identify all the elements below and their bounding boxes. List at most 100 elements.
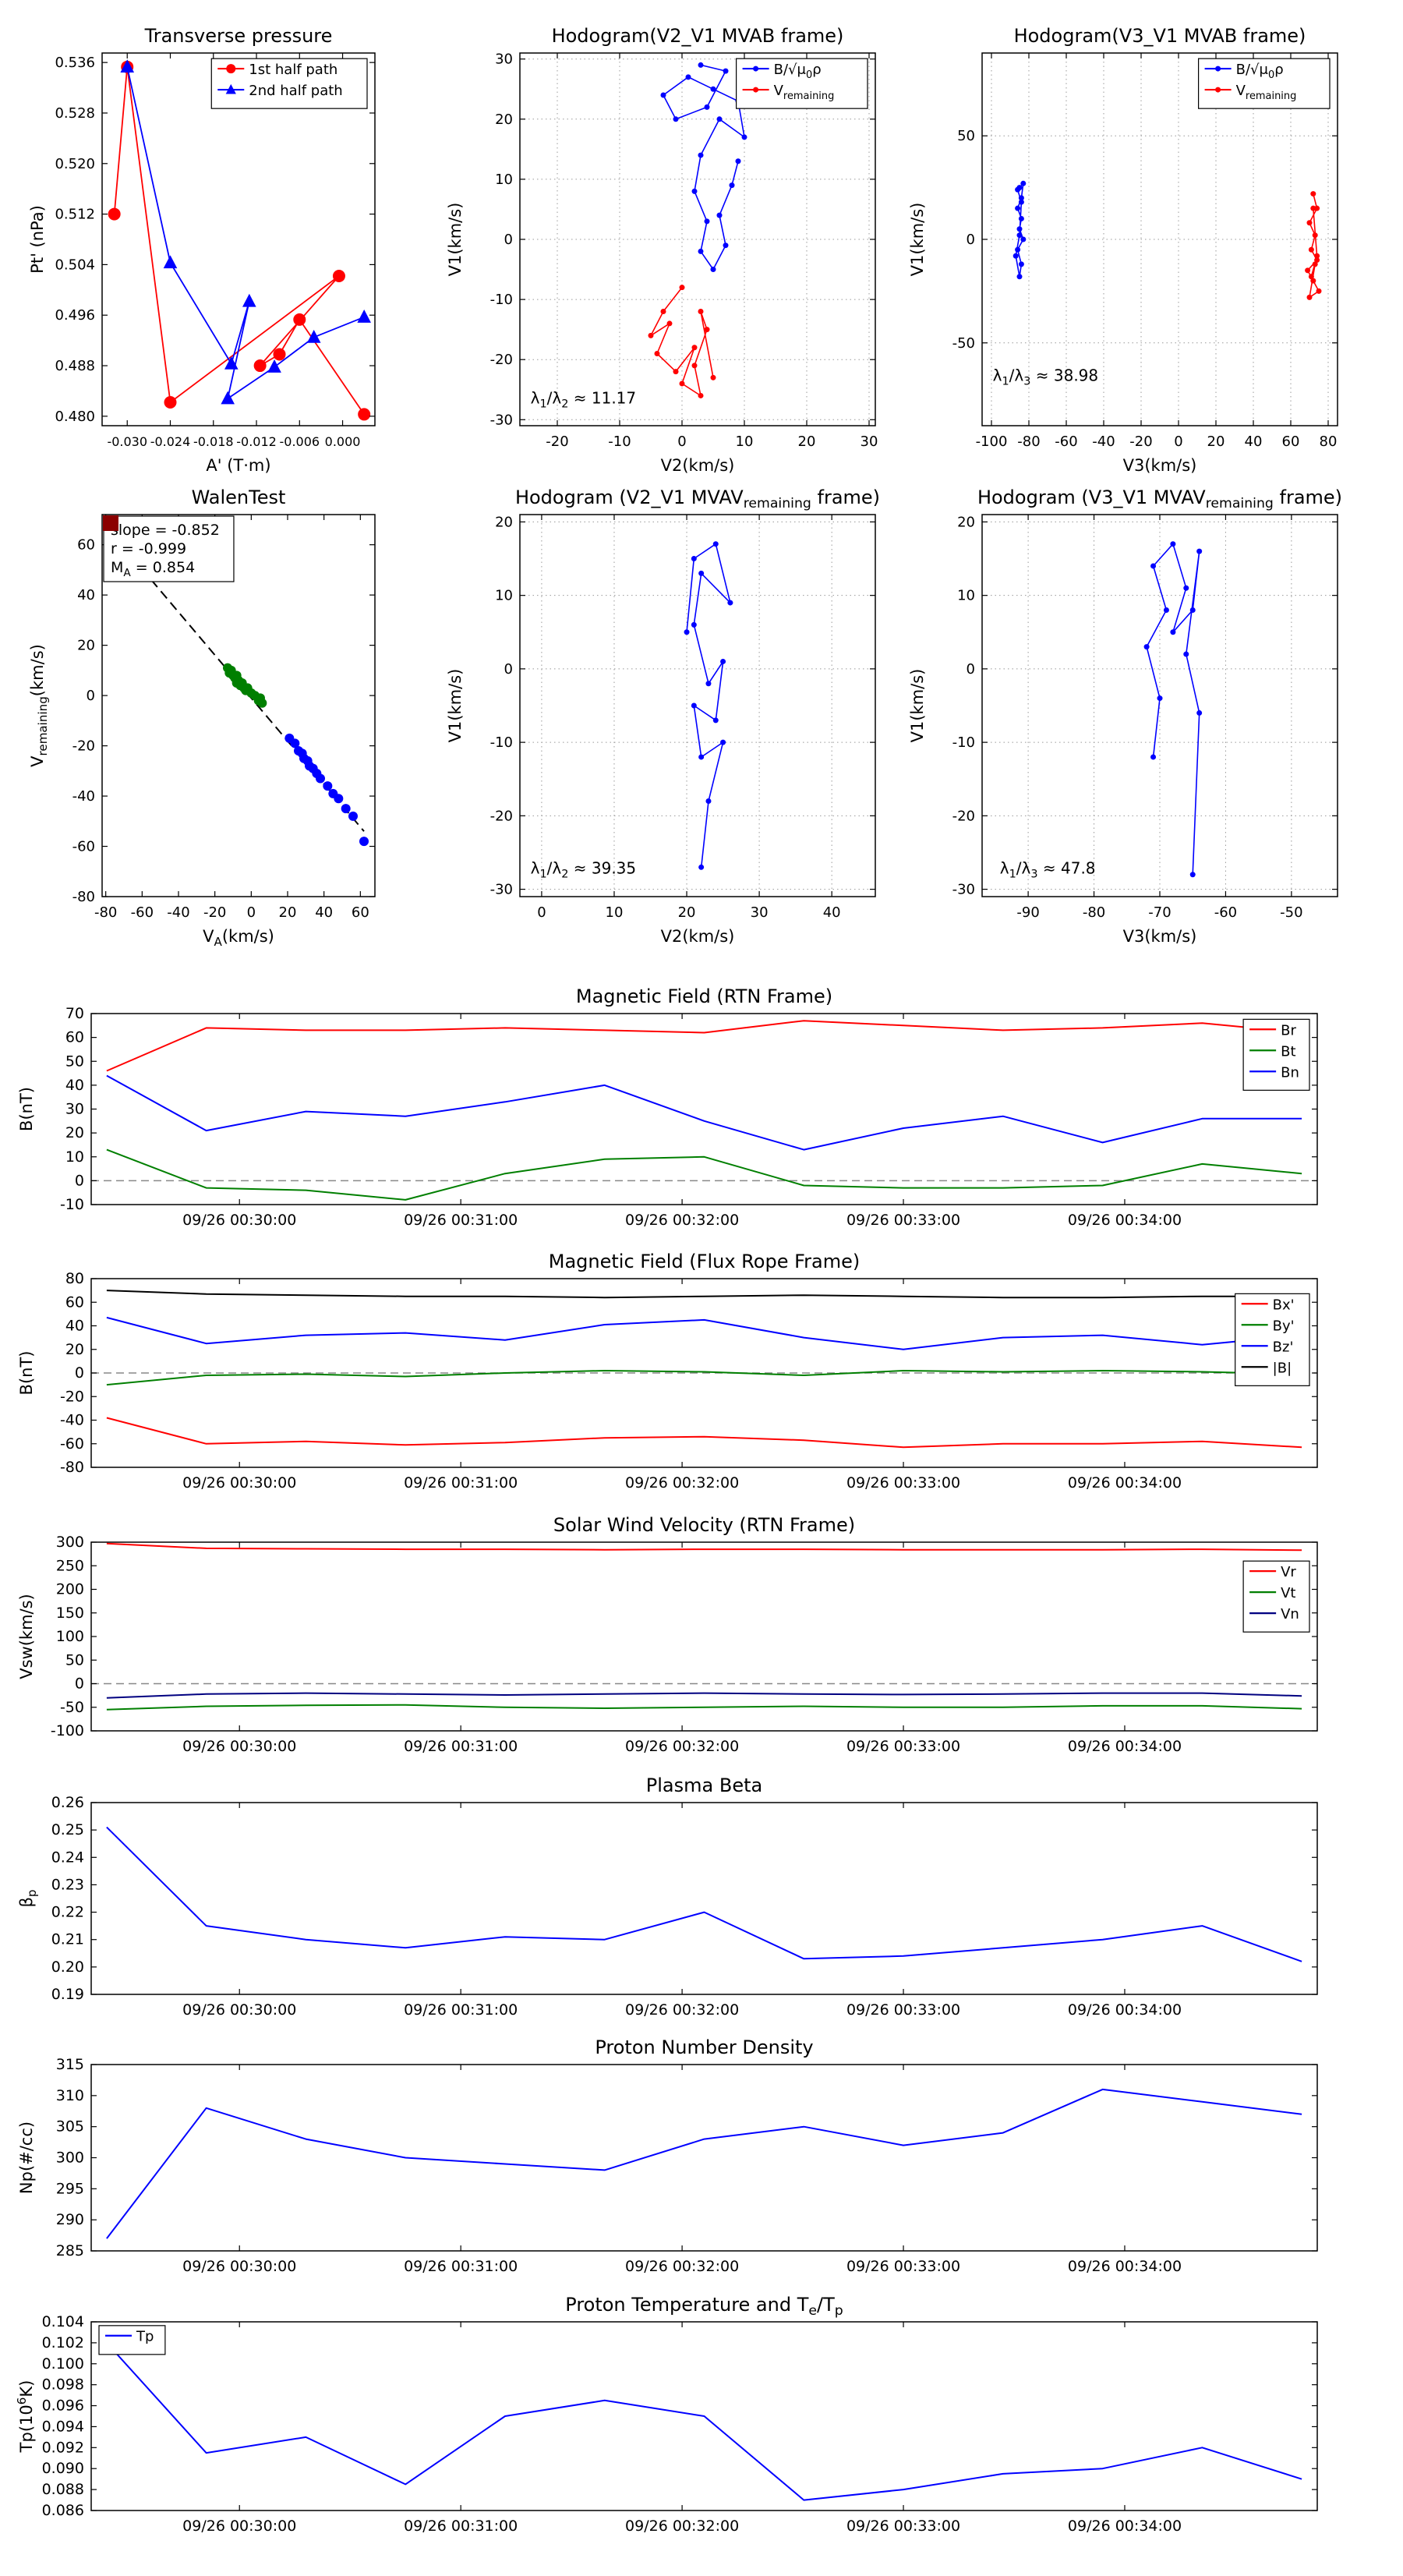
legend-box: [98, 2325, 166, 2355]
x-tick-label: -50: [1280, 904, 1302, 921]
y-tick-label: 0.090: [42, 2460, 84, 2477]
marker-circle: [257, 698, 267, 708]
y-tick-label: 0: [75, 1172, 84, 1189]
y-tick-label: -10: [60, 1196, 84, 1213]
corner-marker: [103, 515, 118, 531]
marker-dot: [654, 350, 660, 356]
y-axis-label: Np(#/cc): [17, 2121, 36, 2194]
x-tick-label: 20: [279, 904, 297, 921]
marker-dot: [648, 332, 654, 338]
marker-dot: [1018, 215, 1024, 221]
y-tick-label: 0.21: [51, 1931, 84, 1948]
x-tick-label: 0: [247, 904, 256, 921]
chart-mag-fluxrope: 09/26 00:30:00 09/26 00:31:00 09/26 00:32:…: [17, 1251, 1318, 1491]
ticks: -90 -80 -70 -60 -50 -30 -20 -10 0 10 20: [952, 514, 1338, 921]
y-tick-label: 10: [957, 588, 975, 604]
marker-circle: [164, 396, 177, 409]
x-tick-label: -60: [1055, 433, 1077, 450]
y-tick-label: 0.23: [51, 1876, 84, 1893]
y-tick-label: 60: [77, 537, 95, 554]
marker-dot: [1310, 191, 1316, 197]
y-tick-label: 300: [56, 1534, 84, 1551]
marker-triangle: [306, 329, 321, 343]
y-axis-label: Vremaining(km/s): [28, 644, 50, 767]
legend: Br Bt Bn: [1242, 1018, 1310, 1091]
x-tick-label: 09/26 00:34:00: [1068, 1474, 1182, 1491]
y-axis-label: V1(km/s): [446, 203, 465, 277]
marker-dot: [698, 248, 704, 254]
marker-dot: [723, 242, 729, 249]
y-axis-label: V1(km/s): [446, 669, 465, 743]
series-vr: [106, 1542, 1302, 1552]
y-axis-label: βp: [17, 1890, 39, 1908]
x-tick-label: 09/26 00:32:00: [625, 2258, 739, 2275]
x-tick-label: 09/26 00:30:00: [182, 2258, 296, 2275]
marker-dot: [727, 600, 733, 606]
grid: [520, 515, 875, 897]
x-tick-label: 09/26 00:32:00: [625, 1212, 739, 1229]
x-axis-label: V3(km/s): [1123, 456, 1197, 475]
marker-circle: [293, 313, 306, 326]
marker-dot: [720, 739, 726, 745]
x-tick-label: 09/26 00:34:00: [1068, 2258, 1182, 2275]
chart-beta: 09/26 00:30:00 09/26 00:31:00 09/26 00:32:…: [17, 1775, 1318, 2019]
x-tick-label: 09/26 00:30:00: [182, 1474, 296, 1491]
y-tick-label: 315: [56, 2056, 84, 2073]
x-tick-label: 09/26 00:34:00: [1068, 2518, 1182, 2535]
x-tick-label: 09/26 00:31:00: [404, 2001, 518, 2019]
marker-dot: [1215, 65, 1221, 72]
series-line: [106, 1148, 1302, 1201]
marker-dot: [1312, 261, 1318, 267]
series-line: [106, 1704, 1302, 1711]
stats-line: slope = -0.852: [111, 522, 220, 539]
marker-dot: [710, 86, 716, 92]
x-tick-label: -0.018: [193, 434, 234, 449]
marker-dot: [1015, 186, 1021, 193]
y-tick-label: -60: [60, 1435, 84, 1453]
marker-dot: [685, 74, 691, 80]
legend-label: Vremaining: [1236, 83, 1297, 102]
series-v-remaining: [1305, 191, 1322, 300]
x-tick-label: 09/26 00:30:00: [182, 1212, 296, 1229]
y-tick-label: -20: [490, 808, 513, 824]
x-tick-label: 0: [537, 904, 546, 921]
legend-label: Tp: [136, 2329, 154, 2345]
marker-dot: [1215, 87, 1221, 93]
y-tick-label: -30: [952, 882, 975, 898]
y-tick-label: 70: [65, 1005, 84, 1022]
marker-dot: [712, 541, 719, 547]
marker-dot: [691, 345, 698, 351]
annotation: λ1/λ2 ≈ 11.17: [531, 388, 636, 410]
y-tick-label: 310: [56, 2087, 84, 2104]
y-tick-label: 30: [495, 51, 513, 68]
x-axis-label: V3(km/s): [1123, 927, 1197, 946]
marker-dot: [1196, 709, 1203, 716]
x-tick-label: 40: [315, 904, 333, 921]
axes-border: [90, 2321, 1318, 2511]
y-tick-label: -60: [72, 839, 95, 855]
marker-dot: [1183, 651, 1189, 657]
marker-triangle: [221, 391, 235, 405]
y-tick-label: 0.088: [42, 2481, 84, 2498]
x-tick-label: -60: [131, 904, 154, 921]
x-tick-label: -0.024: [150, 434, 191, 449]
y-tick-label: 100: [56, 1628, 84, 1645]
marker-dot: [698, 392, 704, 398]
y-tick-label: 20: [77, 638, 95, 654]
x-tick-label: -90: [1016, 904, 1039, 921]
marker-dot: [1314, 257, 1320, 264]
y-tick-label: 0.520: [55, 156, 95, 172]
x-tick-label: 09/26 00:31:00: [404, 2258, 518, 2275]
marker-dot: [1157, 695, 1163, 702]
chart-mag-rtn: 09/26 00:30:00 09/26 00:31:00 09/26 00:32:…: [17, 985, 1318, 1229]
marker-dot: [1312, 232, 1318, 239]
chart-title: Proton Temperature and Te/Tp: [565, 2294, 843, 2319]
y-tick-label: 0.104: [42, 2313, 84, 2330]
y-tick-label: 0.25: [51, 1821, 84, 1838]
chart-title: Proton Number Density: [595, 2036, 813, 2058]
legend-label: Bn: [1281, 1064, 1299, 1081]
series-bt: [106, 1148, 1302, 1201]
series-b: [660, 62, 747, 273]
y-tick-label: 250: [56, 1557, 84, 1574]
